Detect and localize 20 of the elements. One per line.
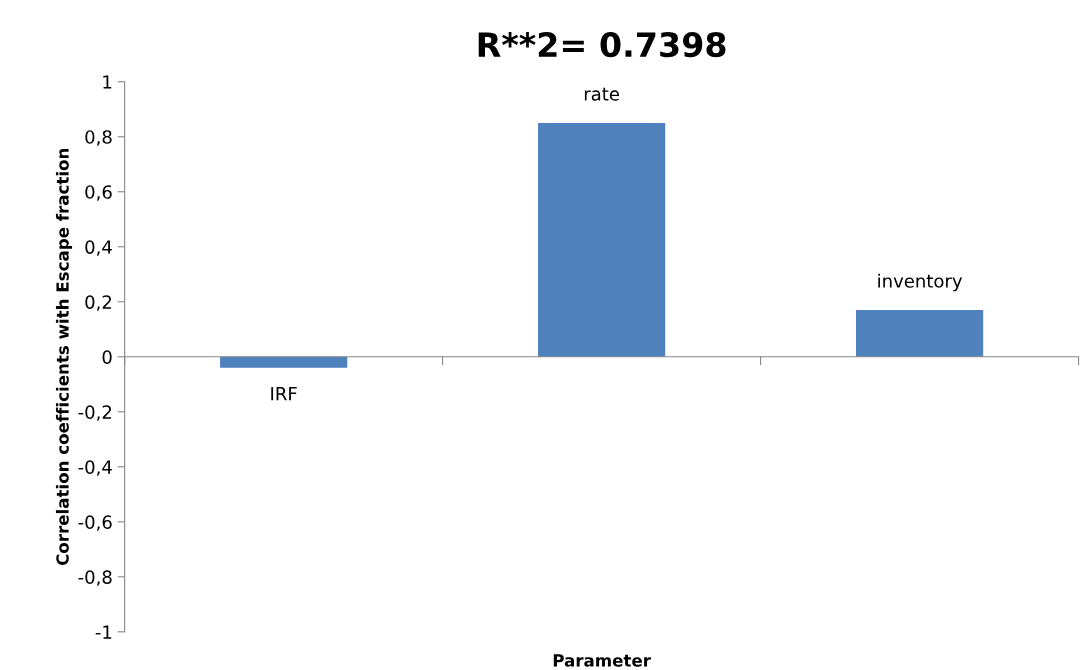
- x-tick-label: rate: [584, 87, 619, 101]
- y-tick-label: 0,6: [85, 185, 112, 201]
- x-tick-label: IRF: [271, 387, 297, 401]
- y-tick-label: 0: [102, 350, 112, 364]
- y-axis-title: Correlation coefficients with Escape fraction: [55, 148, 73, 566]
- chart-title: R**2= 0.7398: [478, 32, 726, 58]
- bar: [856, 310, 984, 357]
- y-tick-label: -0,4: [78, 460, 112, 476]
- bar: [538, 123, 666, 357]
- y-tick-label: -0,6: [78, 515, 112, 531]
- bar: [220, 356, 348, 368]
- y-tick-label: 1: [103, 75, 112, 89]
- y-tick-label: 0,2: [85, 295, 112, 311]
- y-tick-label: -0,2: [78, 405, 112, 421]
- y-tick-label: 0,8: [85, 130, 112, 146]
- x-axis-title: Parameter: [553, 654, 651, 667]
- x-tick-label: inventory: [878, 273, 963, 292]
- y-tick-label: 0,4: [85, 240, 112, 256]
- y-tick-label: -0,8: [78, 570, 112, 586]
- y-tick-label: -1: [95, 625, 112, 639]
